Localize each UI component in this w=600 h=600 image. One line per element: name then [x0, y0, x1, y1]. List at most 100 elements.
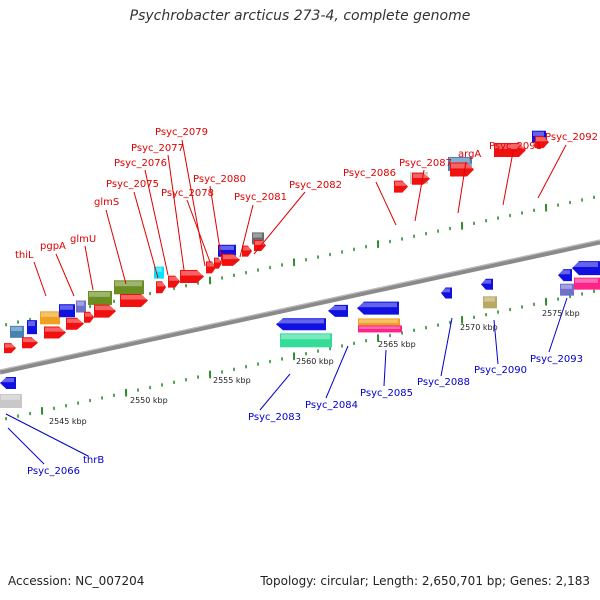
axis-tick-label: 2545 kbp: [49, 417, 87, 426]
gene-label-bottom[interactable]: Psyc_2066: [27, 466, 80, 477]
label-leader-top: [33, 261, 47, 297]
gene-label-bottom[interactable]: Psyc_2090: [474, 365, 527, 376]
gene-glyph: [450, 162, 474, 177]
gene-label-top[interactable]: Psyc_2082: [289, 180, 342, 191]
axis-tick-label: 2555 kbp: [213, 376, 251, 385]
gene-label-top[interactable]: Psyc_2087: [399, 158, 452, 169]
gene-glyph: [27, 320, 37, 335]
gene-label-top[interactable]: Psyc_2091: [489, 141, 542, 152]
label-leader-top: [144, 169, 169, 276]
genes-layer: [0, 130, 600, 408]
gene-glyph: [222, 253, 240, 266]
label-leader-top: [84, 245, 94, 291]
label-leader-top: [414, 169, 425, 222]
gene-label-top[interactable]: Psyc_2077: [131, 143, 184, 154]
gene-label-bottom[interactable]: Psyc_2093: [530, 354, 583, 365]
gene-label-top[interactable]: Psyc_2076: [114, 158, 167, 169]
gene-glyph-shine: [575, 278, 598, 283]
gene-glyph: [114, 280, 144, 295]
label-leader-bottom: [325, 345, 349, 399]
gene-label-top[interactable]: Psyc_2092: [545, 132, 598, 143]
label-leader-bottom: [548, 297, 568, 353]
gene-label-top[interactable]: Psyc_2081: [234, 192, 287, 203]
gene-label-top[interactable]: argA: [458, 149, 481, 160]
label-leader-top: [55, 253, 75, 297]
gene-glyph-shine: [277, 319, 324, 324]
gene-glyph: [412, 172, 430, 185]
gene-glyph-shine: [115, 281, 142, 287]
gene-label-bottom[interactable]: Psyc_2085: [360, 388, 413, 399]
gene-glyph: [280, 333, 332, 348]
axis-tick-label: 2550 kbp: [130, 396, 168, 405]
gene-glyph: [358, 318, 400, 329]
gene-glyph-shine: [41, 312, 58, 317]
gene-glyph-shine: [5, 344, 14, 348]
gene-label-top[interactable]: Psyc_2079: [155, 127, 208, 138]
gene-glyph: [84, 311, 94, 323]
axis-tick-label: 2570 kbp: [460, 323, 498, 332]
gene-glyph-shine: [484, 297, 495, 302]
label-leader-top: [209, 185, 223, 263]
gene-glyph: [40, 311, 60, 325]
gene-label-top[interactable]: Psyc_2080: [193, 174, 246, 185]
gene-label-bottom[interactable]: thrB: [83, 455, 104, 466]
gene-label-top[interactable]: Psyc_2075: [106, 179, 159, 190]
gene-glyph: [494, 142, 526, 157]
gene-glyph-shine: [559, 270, 570, 275]
label-leader-bottom: [5, 413, 89, 457]
gene-glyph-shine: [395, 181, 406, 186]
label-leader-bottom: [440, 317, 453, 377]
gene-label-bottom[interactable]: Psyc_2084: [305, 400, 358, 411]
label-leader-top: [537, 144, 567, 199]
gene-glyph-shine: [215, 258, 220, 263]
gene-glyph-shine: [243, 246, 250, 251]
gene-label-bottom[interactable]: Psyc_2088: [417, 377, 470, 388]
label-leader-top: [253, 191, 306, 255]
gene-glyph: [0, 394, 22, 408]
gene-glyph-shine: [1, 395, 20, 400]
gene-glyph-shine: [495, 143, 524, 149]
gene-glyph-shine: [60, 305, 73, 310]
label-leader-bottom: [7, 427, 45, 465]
label-leader-top: [167, 154, 185, 271]
label-leader-top: [457, 161, 467, 214]
gene-label-bottom[interactable]: Psyc_2083: [248, 412, 301, 423]
gene-glyph-shine: [442, 288, 450, 293]
gene-glyph: [572, 261, 600, 276]
gene-label-top[interactable]: pgpA: [40, 241, 66, 252]
gene-glyph-shine: [23, 338, 36, 343]
gene-glyph-shine: [1, 378, 14, 383]
gene-glyph: [357, 301, 399, 315]
genome-summary-text: Topology: circular; Length: 2,650,701 bp…: [260, 574, 590, 588]
gene-glyph-shine: [561, 284, 572, 289]
gene-glyph-shine: [28, 321, 35, 327]
label-leader-top: [502, 151, 514, 206]
label-leader-top: [133, 191, 159, 279]
label-leader-top: [239, 204, 254, 258]
gene-label-top[interactable]: thiL: [15, 250, 34, 261]
axis-tick-label: 2560 kbp: [296, 357, 334, 366]
gene-glyph: [558, 269, 572, 282]
gene-glyph: [206, 261, 216, 274]
gene-label-top[interactable]: glmS: [94, 197, 119, 208]
gene-glyph: [10, 325, 24, 338]
label-leader-bottom: [383, 349, 387, 387]
label-leader-top: [105, 209, 127, 285]
gene-glyph-shine: [573, 262, 598, 267]
gene-glyph: [242, 245, 252, 257]
accession-text: Accession: NC_007204: [8, 574, 145, 588]
gene-glyph-shine: [121, 295, 146, 300]
label-leader-top: [375, 181, 397, 226]
gene-glyph: [441, 287, 452, 299]
gene-label-top[interactable]: Psyc_2086: [343, 168, 396, 179]
gene-glyph: [276, 318, 326, 331]
gene-label-top[interactable]: glmU: [70, 234, 96, 245]
gene-glyph-shine: [45, 327, 64, 332]
gene-glyph: [358, 325, 402, 333]
gene-glyph-shine: [281, 334, 330, 340]
gene-glyph-shine: [329, 305, 346, 311]
gene-glyph: [76, 300, 86, 313]
label-leader-bottom: [493, 319, 499, 365]
gene-glyph-shine: [157, 282, 164, 287]
gene-label-top[interactable]: Psyc_2078: [161, 188, 214, 199]
